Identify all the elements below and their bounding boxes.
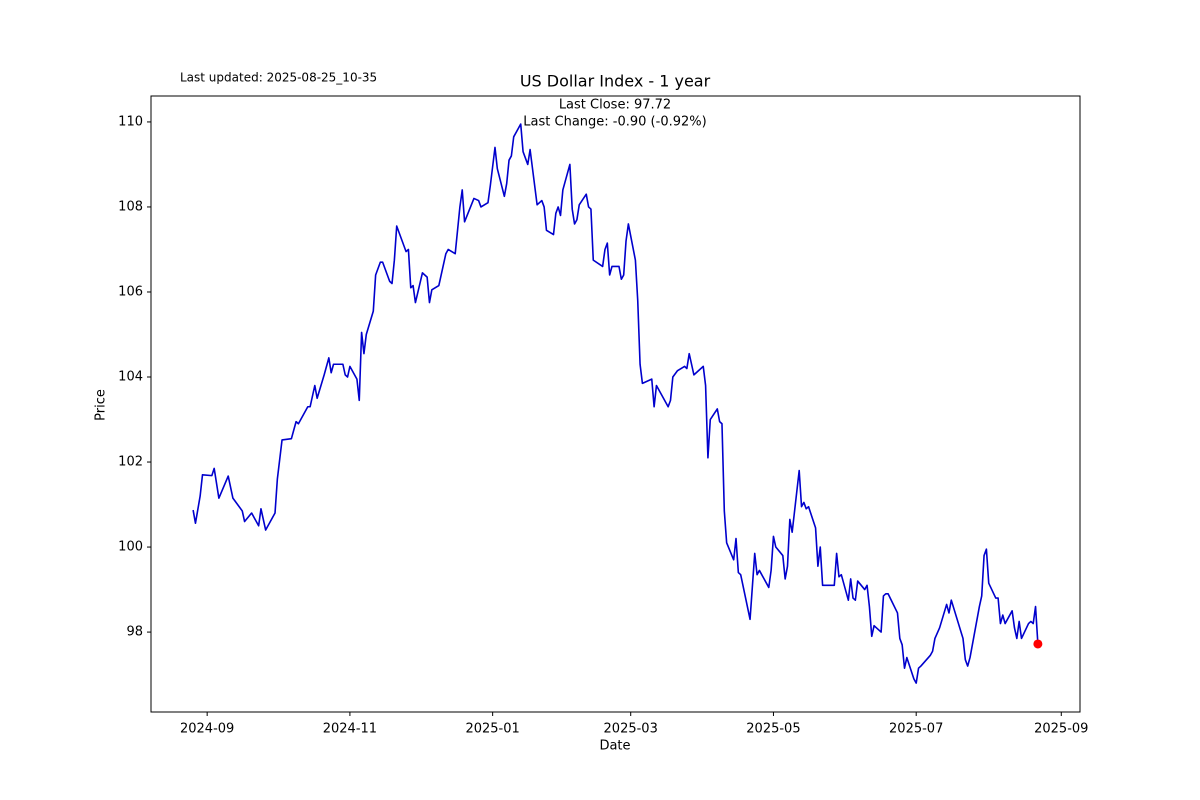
x-tick-label: 2025-01 [465, 722, 519, 737]
x-tick-label: 2025-09 [1034, 722, 1088, 737]
x-tick-label: 2025-07 [889, 722, 943, 737]
y-axis-label: Price [94, 389, 109, 421]
x-tick-label: 2025-03 [604, 722, 658, 737]
y-tick-label: 110 [118, 114, 143, 129]
y-tick-label: 102 [118, 455, 143, 470]
plot-frame [150, 95, 1081, 713]
x-tick-label: 2025-05 [746, 722, 800, 737]
y-tick-label: 108 [118, 199, 143, 214]
price-line [192, 123, 1039, 684]
last-close-marker [1033, 639, 1043, 649]
y-tick-label: 98 [126, 625, 143, 640]
x-tick-label: 2024-09 [180, 722, 234, 737]
y-tick-label: 104 [118, 370, 143, 385]
x-axis-label: Date [599, 739, 630, 754]
x-tick-label: 2024-11 [323, 722, 377, 737]
y-tick-label: 100 [118, 540, 143, 555]
last-updated: Last updated: 2025-08-25_10-35 [180, 71, 377, 85]
chart-title: US Dollar Index - 1 year [520, 72, 711, 91]
y-tick-label: 106 [118, 284, 143, 299]
annotation: Last Close: 97.72 [559, 98, 671, 113]
annotation: Last Change: -0.90 (-0.92%) [523, 115, 706, 130]
